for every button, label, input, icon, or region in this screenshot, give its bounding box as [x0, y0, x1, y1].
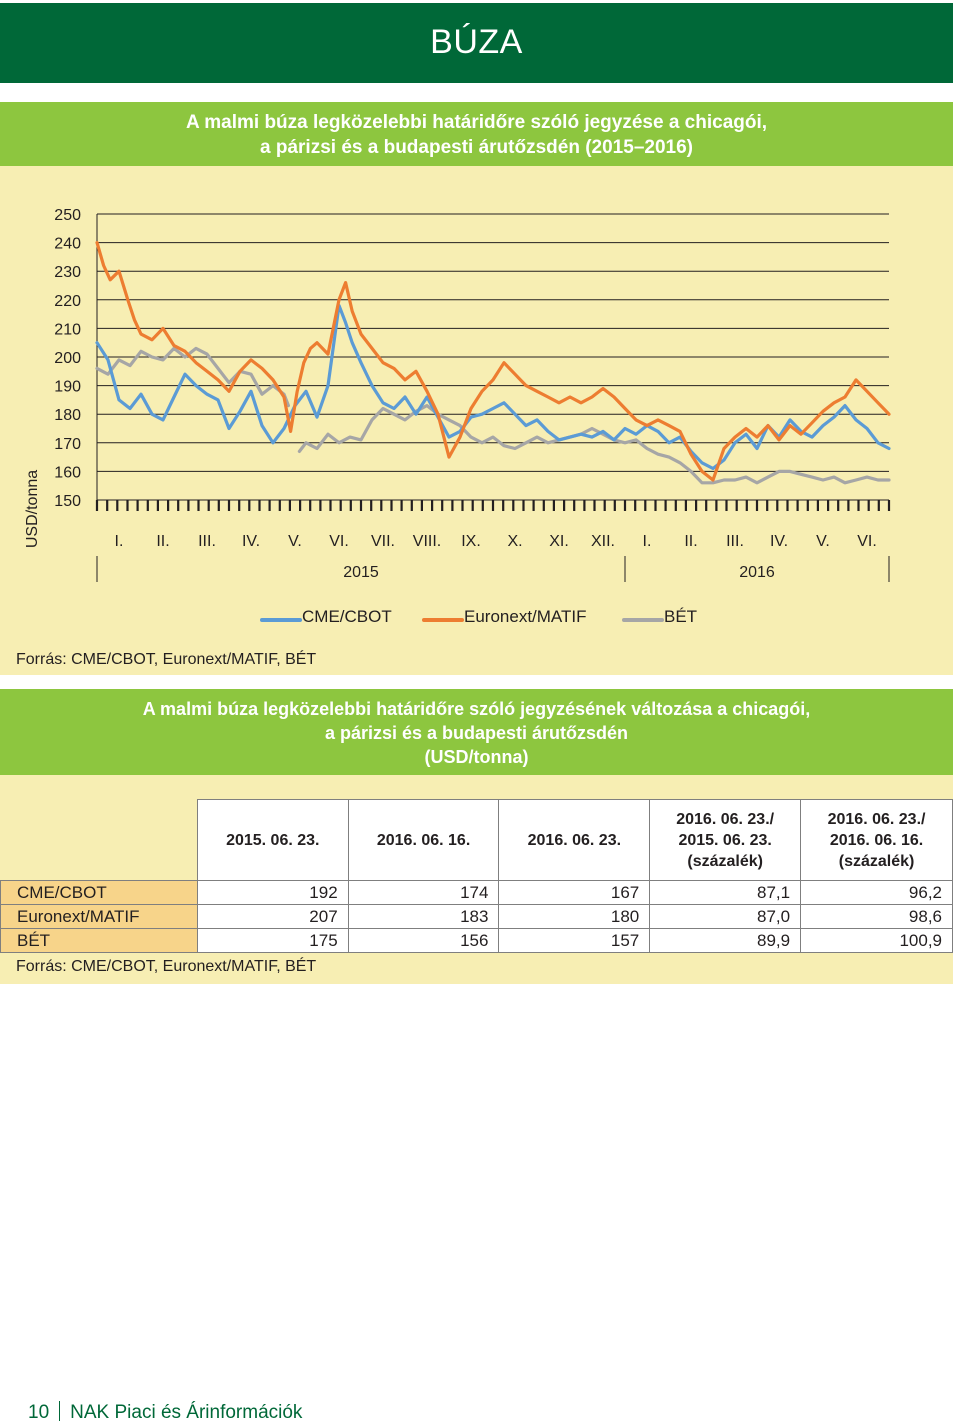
- x-tick-label: IV.: [770, 533, 788, 550]
- table-cell: 192: [196, 880, 349, 905]
- x-tick-label: IV.: [242, 533, 260, 550]
- table-row: BÉT 175 156 157 89,9 100,9: [0, 928, 953, 953]
- chart-title-band: A malmi búza legközelebbi határidőre szó…: [0, 102, 953, 166]
- x-tick-label: III.: [726, 533, 744, 550]
- x-tick-label: II.: [156, 533, 169, 550]
- y-tick-label: 160: [54, 464, 81, 481]
- x-tick-label: VIII.: [413, 533, 441, 550]
- y-tick-label: 170: [54, 436, 81, 453]
- series-line-cme-cbot: [95, 303, 891, 471]
- x-tick-label: VII.: [371, 533, 395, 550]
- table-header-cell: 2016. 06. 23./2015. 06. 23. (százalék): [649, 799, 802, 881]
- table-cell: 175: [196, 928, 349, 953]
- chart-series: [95, 241, 891, 485]
- table-cell: 174: [347, 880, 500, 905]
- table-cell: 87,0: [649, 904, 802, 929]
- page-footer: 10 NAK Piaci és Árinformációk: [28, 1401, 302, 1424]
- line-chart: 150 160 170 180 190 200 210 220 230 240 250 I. II. II…: [24, 207, 891, 582]
- table-cell: 98,6: [800, 904, 953, 929]
- x-tick-label: I.: [643, 533, 652, 550]
- x-tick-label: I.: [115, 533, 124, 550]
- table-row: Euronext/MATIF 207 183 180 87,0 98,6: [0, 904, 953, 929]
- legend-label-matif: Euronext/MATIF: [464, 607, 587, 626]
- chart-title-line-1: A malmi búza legközelebbi határidőre szó…: [185, 112, 768, 133]
- x-tick-label: XII.: [591, 533, 615, 550]
- y-tick-label: 240: [54, 236, 81, 253]
- legend-label-bet: BÉT: [664, 607, 698, 626]
- price-change-table: 2015. 06. 23. 2016. 06. 16. 2016. 06. 23…: [0, 799, 953, 953]
- table-cell: 100,9: [800, 928, 953, 953]
- y-tick-label: 180: [54, 407, 81, 424]
- page-title-bar: BÚZA: [0, 3, 953, 83]
- chart-legend: CME/CBOT Euronext/MATIF BÉT: [0, 607, 953, 629]
- x-tick-label: VI.: [857, 533, 877, 550]
- x-tick-label: V.: [816, 533, 830, 550]
- footer-separator: [59, 1401, 61, 1421]
- y-tick-label: 250: [54, 207, 81, 224]
- chart-source: Forrás: CME/CBOT, Euronext/MATIF, BÉT: [16, 651, 317, 668]
- page-title: BÚZA: [430, 23, 523, 61]
- table-cell: 180: [498, 904, 651, 929]
- y-tick-label: 190: [54, 379, 81, 396]
- table-cell: 96,2: [800, 880, 953, 905]
- table-header-corner: [0, 799, 198, 881]
- row-label: Euronext/MATIF: [0, 904, 198, 929]
- x-minor-ticks: [95, 500, 891, 511]
- x-tick-label: IX.: [461, 533, 481, 550]
- year-label: 2015: [343, 564, 379, 581]
- table-title-line-1: A malmi búza legközelebbi határidőre szó…: [142, 699, 811, 719]
- x-tick-label: X.: [507, 533, 522, 550]
- page-number: 10: [28, 1402, 50, 1423]
- chart-axis-ticks: 150 160 170 180 190 200 210 220 230 240 250 I. II. II…: [54, 207, 891, 582]
- table-cell: 167: [498, 880, 651, 905]
- y-tick-label: 210: [54, 321, 81, 338]
- x-tick-label: II.: [684, 533, 697, 550]
- table-cell: 183: [347, 904, 500, 929]
- y-axis-label: USD/tonna: [24, 470, 41, 548]
- table-header-cell: 2015. 06. 23.: [196, 799, 349, 881]
- table-row: CME/CBOT 192 174 167 87,1 96,2: [0, 880, 953, 905]
- year-label: 2016: [739, 564, 775, 581]
- table-cell: 89,9: [649, 928, 802, 953]
- table-title-band: A malmi búza legközelebbi határidőre szó…: [0, 689, 953, 775]
- x-tick-label: XI.: [549, 533, 569, 550]
- publication-name: NAK Piaci és Árinformációk: [70, 1402, 303, 1423]
- x-tick-label: V.: [288, 533, 302, 550]
- chart-title-line-2: a párizsi és a budapesti árutőzsdén (201…: [260, 137, 693, 158]
- table-cell: 156: [347, 928, 500, 953]
- series-line-euronext-matif: [95, 241, 891, 482]
- chart-panel: [0, 166, 953, 675]
- table-header-cell: 2016. 06. 23./2016. 06. 16. (százalék): [800, 799, 953, 881]
- table-cell: 87,1: [649, 880, 802, 905]
- chart-grid: [96, 213, 889, 501]
- x-tick-label: III.: [198, 533, 216, 550]
- table-header-cell: 2016. 06. 23.: [498, 799, 651, 881]
- table-title-line-2: a párizsi és a budapesti árutőzsdén: [324, 723, 629, 743]
- row-label: BÉT: [0, 928, 198, 953]
- legend-swatch-cme: [260, 618, 302, 622]
- legend-swatch-matif: [422, 618, 464, 622]
- table-title-line-3: (USD/tonna): [424, 747, 529, 767]
- x-tick-label: VI.: [329, 533, 349, 550]
- y-tick-label: 150: [54, 493, 81, 510]
- y-tick-label: 220: [54, 293, 81, 310]
- table-header-cell: 2016. 06. 16.: [347, 799, 500, 881]
- row-label: CME/CBOT: [0, 880, 198, 905]
- table-cell: 207: [196, 904, 349, 929]
- table-cell: 157: [498, 928, 651, 953]
- legend-swatch-bet: [622, 618, 664, 622]
- legend-label-cme: CME/CBOT: [302, 607, 392, 626]
- table-header-row: 2015. 06. 23. 2016. 06. 16. 2016. 06. 23…: [0, 799, 953, 881]
- table-source: Forrás: CME/CBOT, Euronext/MATIF, BÉT: [16, 958, 317, 975]
- y-tick-label: 200: [54, 350, 81, 367]
- series-line-b-t: [95, 346, 891, 485]
- y-tick-label: 230: [54, 264, 81, 281]
